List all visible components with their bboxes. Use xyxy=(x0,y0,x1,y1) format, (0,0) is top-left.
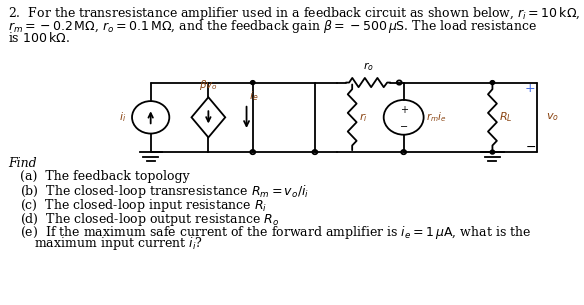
Text: $-$: $-$ xyxy=(524,140,536,153)
Bar xyxy=(253,83,315,152)
Text: $r_i$: $r_i$ xyxy=(359,111,367,124)
Text: $r_m = -0.2\,\mathrm{M\Omega}$, $r_o = 0.1\,\mathrm{M\Omega}$, and the feedback : $r_m = -0.2\,\mathrm{M\Omega}$, $r_o = 0… xyxy=(8,18,537,35)
Text: $R_L$: $R_L$ xyxy=(499,110,513,124)
Text: $i_e$: $i_e$ xyxy=(249,89,258,103)
Circle shape xyxy=(251,81,255,84)
Circle shape xyxy=(490,81,495,84)
Text: $r_m i_e$: $r_m i_e$ xyxy=(426,110,447,124)
Text: Find: Find xyxy=(8,157,37,170)
Text: $i_i$: $i_i$ xyxy=(119,110,126,124)
Text: $-$: $-$ xyxy=(399,120,408,130)
Text: (c)  The closed-loop input resistance $R_i$: (c) The closed-loop input resistance $R_… xyxy=(20,197,267,214)
Text: (a)  The feedback topology: (a) The feedback topology xyxy=(20,170,190,183)
Text: (b)  The closed-loop transresistance $R_m = v_o/i_i$: (b) The closed-loop transresistance $R_m… xyxy=(20,184,309,200)
Text: maximum input current $i_i$?: maximum input current $i_i$? xyxy=(34,235,203,253)
Text: 2.  For the transresistance amplifier used in a feedback circuit as shown below,: 2. For the transresistance amplifier use… xyxy=(8,5,580,22)
Text: $r_o$: $r_o$ xyxy=(363,60,374,73)
Text: $\beta v_o$: $\beta v_o$ xyxy=(199,78,218,92)
Text: +: + xyxy=(399,105,408,114)
Text: is $100\,\mathrm{k\Omega}$.: is $100\,\mathrm{k\Omega}$. xyxy=(8,31,70,45)
Text: $v_o$: $v_o$ xyxy=(545,111,559,123)
Circle shape xyxy=(490,150,495,154)
Text: (e)  If the maximum safe current of the forward amplifier is $i_e = 1\,\mu\mathr: (e) If the maximum safe current of the f… xyxy=(20,224,531,241)
Text: +: + xyxy=(525,82,536,95)
Text: (d)  The closed-loop output resistance $R_o$: (d) The closed-loop output resistance $R… xyxy=(20,210,279,228)
